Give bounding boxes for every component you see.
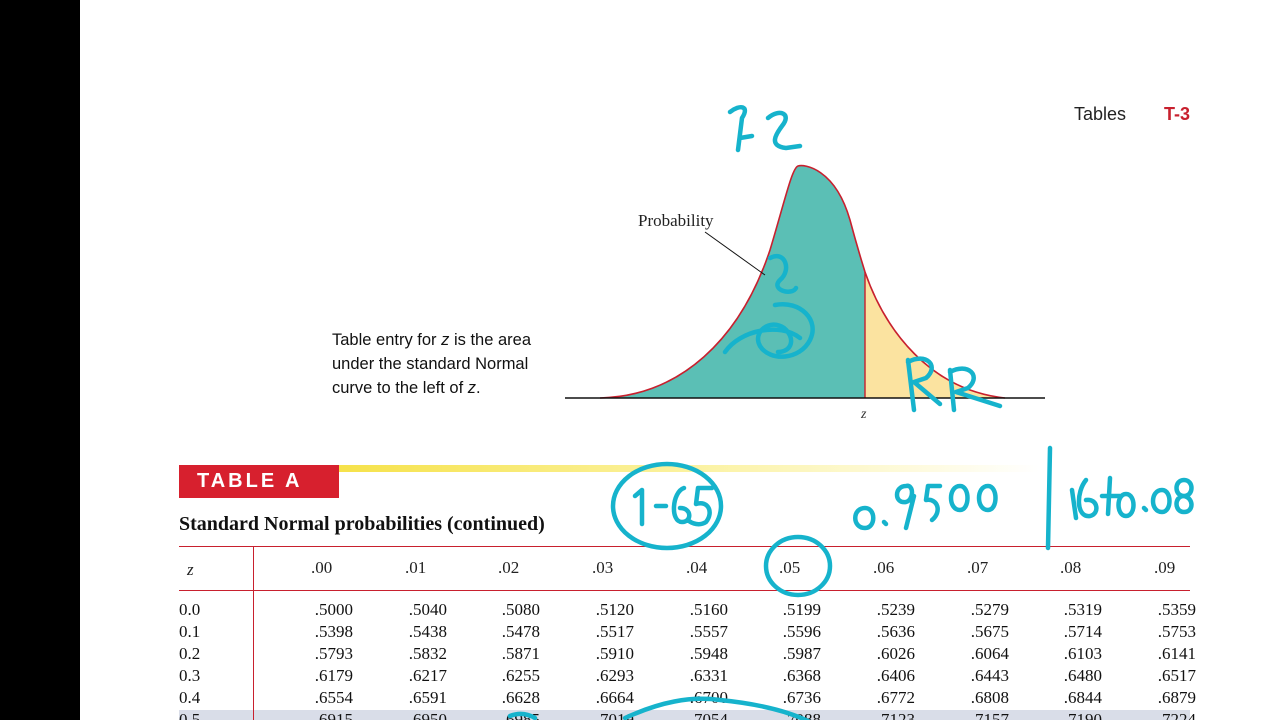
probability-cell: .6368	[782, 666, 821, 685]
probability-cell: .6026	[876, 644, 915, 663]
probability-cell: .5160	[689, 600, 728, 619]
probability-cell: .6879	[1157, 688, 1196, 707]
probability-cell: .6808	[970, 688, 1009, 707]
column-header: .04	[686, 558, 708, 577]
probability-cell: .5714	[1063, 622, 1102, 641]
z-value-cell: 0.2	[179, 644, 201, 663]
probability-cell: .5000	[314, 600, 353, 619]
table-title: Standard Normal probabilities (continued…	[179, 513, 545, 535]
probability-cell: .6591	[408, 688, 447, 707]
probability-cell: .6772	[876, 688, 915, 707]
table-header-rule	[179, 590, 1190, 591]
probability-cell: .6950	[408, 710, 447, 720]
right-tail-fill	[865, 272, 1005, 398]
column-header: .07	[967, 558, 989, 577]
z-value-cell: 0.4	[179, 688, 201, 707]
probability-cell: .5832	[408, 644, 447, 663]
probability-label: Probability	[638, 211, 714, 230]
page-number: T-3	[1164, 104, 1191, 124]
probability-cell: .5438	[408, 622, 447, 641]
column-header: .02	[498, 558, 520, 577]
probability-cell: .5987	[782, 644, 821, 663]
probability-cell: .5478	[501, 622, 540, 641]
probability-cell: .6293	[595, 666, 634, 685]
probability-cell: .7019	[595, 710, 634, 720]
probability-leader	[704, 231, 766, 276]
probability-cell: .6406	[876, 666, 915, 685]
probability-cell: .5359	[1157, 600, 1196, 619]
probability-cell: .6217	[408, 666, 447, 685]
banner-gradient-stripe	[339, 465, 1039, 472]
table-banner: TABLE A	[179, 465, 339, 498]
probability-cell: .6517	[1157, 666, 1196, 685]
ink-circle-z-value	[610, 461, 724, 551]
table-z-column-rule	[253, 547, 254, 720]
probability-cell: .5910	[595, 644, 634, 663]
probability-cell: .5517	[595, 622, 634, 641]
probability-cell: .5557	[689, 622, 728, 641]
probability-cell: .5120	[595, 600, 634, 619]
textbook-page: Tables T-3 Probability z Table entry for…	[80, 0, 1280, 720]
probability-cell: .6915	[314, 710, 353, 720]
z-column-header: z	[187, 560, 194, 579]
figure-caption: Table entry for z is the area under the …	[332, 331, 532, 397]
z-value-cell: 0.5	[179, 710, 201, 720]
left-area-fill	[600, 165, 865, 398]
probability-cell: .5080	[501, 600, 540, 619]
probability-cell: .5199	[782, 600, 821, 619]
z-value-cell: 0.3	[179, 666, 201, 685]
column-header: .03	[592, 558, 614, 577]
probability-cell: .5596	[782, 622, 821, 641]
column-header: .08	[1060, 558, 1082, 577]
probability-cell: .5753	[1157, 622, 1196, 641]
probability-cell: .6443	[970, 666, 1009, 685]
z-value-cell: 0.0	[179, 600, 201, 619]
probability-cell: .7224	[1157, 710, 1196, 720]
probability-cell: .6064	[970, 644, 1009, 663]
probability-cell: .5871	[501, 644, 540, 663]
probability-cell: .7054	[689, 710, 728, 720]
ink-z-value-text	[632, 485, 715, 527]
column-header: .09	[1154, 558, 1176, 577]
probability-cell: .6700	[689, 688, 728, 707]
column-header: .06	[873, 558, 895, 577]
column-header: .01	[405, 558, 427, 577]
probability-cell: .5040	[408, 600, 447, 619]
probability-cell: .7088	[782, 710, 821, 720]
probability-cell: .6628	[501, 688, 540, 707]
probability-cell: .6103	[1063, 644, 1102, 663]
probability-cell: .5398	[314, 622, 353, 641]
column-header: .05	[779, 558, 801, 577]
probability-cell: .6331	[689, 666, 728, 685]
probability-cell: .7190	[1063, 710, 1102, 720]
normal-curve-figure: Probability z	[565, 164, 1045, 422]
probability-cell: .5675	[970, 622, 1009, 641]
probability-cell: .5793	[314, 644, 353, 663]
probability-cell: .7123	[876, 710, 915, 720]
probability-cell: .7157	[970, 710, 1009, 720]
probability-cell: .6480	[1063, 666, 1102, 685]
probability-cell: .5239	[876, 600, 915, 619]
probability-cell: .5279	[970, 600, 1009, 619]
probability-cell: .6985	[501, 710, 540, 720]
z-value-cell: 0.1	[179, 622, 201, 641]
probability-cell: .5948	[689, 644, 728, 663]
probability-cell: .5636	[876, 622, 915, 641]
probability-cell: .6141	[1157, 644, 1196, 663]
probability-cell: .6736	[782, 688, 821, 707]
probability-cell: .6664	[595, 688, 634, 707]
column-header: .00	[311, 558, 333, 577]
ink-divider-line	[1045, 445, 1053, 551]
running-header-section: Tables	[1074, 104, 1127, 124]
probability-cell: .6255	[501, 666, 540, 685]
probability-cell: .6179	[314, 666, 353, 685]
ink-note-text	[1069, 475, 1194, 521]
ink-probability-text	[853, 483, 998, 531]
probability-cell: .5319	[1063, 600, 1102, 619]
probability-cell: .6844	[1063, 688, 1102, 707]
table-top-rule	[179, 546, 1190, 547]
probability-cell: .6554	[314, 688, 353, 707]
z-axis-label: z	[860, 407, 867, 422]
